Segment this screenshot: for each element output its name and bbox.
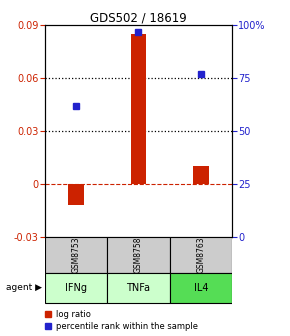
Text: GSM8763: GSM8763 xyxy=(196,237,205,273)
Text: agent ▶: agent ▶ xyxy=(6,283,42,292)
Title: GDS502 / 18619: GDS502 / 18619 xyxy=(90,11,187,24)
Text: percentile rank within the sample: percentile rank within the sample xyxy=(56,322,198,331)
Bar xyxy=(131,34,146,184)
Text: TNFa: TNFa xyxy=(126,283,151,293)
Text: IL4: IL4 xyxy=(194,283,208,293)
Bar xyxy=(107,237,170,273)
Bar xyxy=(170,237,232,273)
Bar xyxy=(170,273,232,303)
Bar xyxy=(107,273,170,303)
Bar xyxy=(68,184,84,205)
Bar xyxy=(193,166,209,184)
Text: GSM8753: GSM8753 xyxy=(72,237,81,273)
Bar xyxy=(45,273,107,303)
Text: log ratio: log ratio xyxy=(56,310,91,319)
Text: GSM8758: GSM8758 xyxy=(134,237,143,273)
Bar xyxy=(45,237,107,273)
Text: IFNg: IFNg xyxy=(65,283,87,293)
